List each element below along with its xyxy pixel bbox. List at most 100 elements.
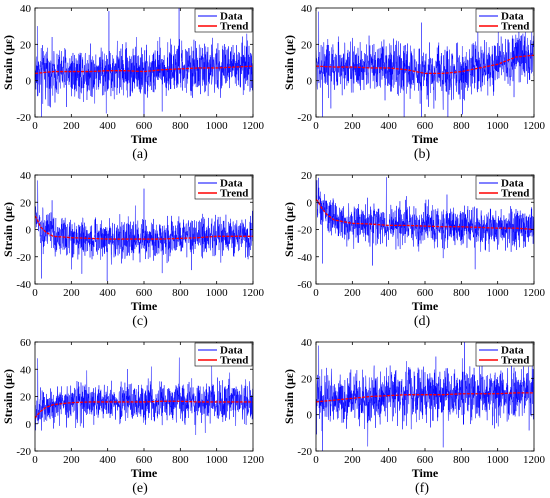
y-tick-label: 20 [301,39,313,51]
x-axis-label: Time [131,132,158,146]
legend-label-data: Data [501,345,524,357]
y-tick-label: -20 [16,446,31,458]
x-tick-label: 600 [136,287,153,299]
data-series-line [35,357,253,435]
data-series-line [316,342,534,451]
trend-series-line [316,392,534,403]
y-tick-label: -40 [16,279,31,291]
x-tick-label: 1000 [487,287,510,299]
y-axis-label: Strain (με) [282,35,296,90]
x-tick-label: 200 [63,120,80,132]
x-tick-label: 400 [99,120,116,132]
legend-label-trend: Trend [501,21,529,33]
x-tick-label: 1000 [206,287,229,299]
x-tick-label: 800 [453,120,470,132]
data-series-line [35,8,253,117]
chart-panel-f: 0 200 400 600 800 1000 1200-2002040TimeStrain … [282,337,546,496]
x-tick-label: 0 [32,287,38,299]
x-tick-label: 800 [172,454,189,466]
x-tick-label: 200 [344,287,361,299]
chart-panel-b: 0 200 400 600 800 1000 1200-2002040TimeStrain … [282,3,546,162]
y-tick-label: -20 [297,112,312,124]
y-axis-label: Strain (με) [282,202,296,257]
panel-caption: (c) [132,314,148,329]
y-tick-label: 40 [20,170,32,182]
y-tick-label: -60 [297,279,312,291]
y-tick-label: -40 [297,252,312,264]
chart-panel-a: 0 200 400 600 800 1000 1200-2002040TimeStrain … [1,3,265,162]
y-tick-label: 0 [307,197,313,209]
panel-caption: (b) [414,147,431,162]
x-tick-label: 200 [63,454,80,466]
x-tick-label: 600 [417,454,434,466]
y-tick-label: 0 [307,76,313,88]
legend-label-trend: Trend [220,355,248,367]
x-tick-label: 200 [63,287,80,299]
trend-series-line [35,400,253,419]
legend-label-trend: Trend [501,355,529,367]
y-axis-label: Strain (με) [1,369,15,424]
chart-panel-c: 0 200 400 600 800 1000 1200 -40 -20 0 20 40 Time Stra… [1,170,265,329]
y-tick-label: 0 [26,225,32,237]
y-tick-label: -20 [16,252,31,264]
x-tick-label: 400 [380,454,397,466]
y-tick-label: -20 [297,446,312,458]
x-tick-label: 0 [32,454,38,466]
y-tick-label: -20 [16,112,31,124]
legend-label-data: Data [220,11,243,23]
x-axis-label: Time [412,466,439,480]
x-tick-label: 400 [99,287,116,299]
legend-label-data: Data [501,178,524,190]
y-tick-label: 20 [301,170,313,182]
trend-series-line [35,65,253,75]
x-tick-label: 1000 [487,454,510,466]
x-tick-label: 1000 [487,120,510,132]
x-tick-label: 1000 [206,120,229,132]
y-axis-label: Strain (με) [1,35,15,90]
x-tick-label: 1200 [242,120,265,132]
y-axis-label: Strain (με) [1,202,15,257]
x-tick-label: 400 [380,120,397,132]
trend-series-line [316,54,534,75]
legend-label-trend: Trend [220,188,248,200]
x-tick-label: 200 [344,120,361,132]
legend-label-trend: Trend [220,21,248,33]
x-tick-label: 0 [313,454,319,466]
y-tick-label: 40 [20,364,32,376]
data-series-line [316,177,534,270]
y-tick-label: 0 [307,410,313,422]
x-tick-label: 600 [417,120,434,132]
y-tick-label: 20 [20,39,32,51]
y-tick-label: 20 [20,197,32,209]
x-tick-label: 600 [417,287,434,299]
y-tick-label: 60 [20,337,32,349]
y-tick-label: 20 [20,392,32,404]
y-tick-label: 40 [301,3,313,15]
legend-label-data: Data [220,178,243,190]
x-tick-label: 0 [313,120,319,132]
trend-series-line [35,215,253,240]
x-tick-label: 400 [99,454,116,466]
x-tick-label: 600 [136,454,153,466]
x-tick-label: 800 [453,454,470,466]
y-tick-label: -20 [297,225,312,237]
x-tick-label: 1000 [206,454,229,466]
x-tick-label: 800 [172,120,189,132]
x-tick-label: 400 [380,287,397,299]
y-tick-label: 40 [20,3,32,15]
data-series-line [35,180,253,282]
x-tick-label: 0 [313,287,319,299]
legend-label-trend: Trend [501,188,529,200]
panel-caption: (a) [132,147,148,162]
y-tick-label: 40 [301,337,313,349]
legend-label-data: Data [220,345,243,357]
chart-panel-d: 0 200 400 600 800 1000 1200 -60 -40 -20 0 20 Time Str… [282,170,546,329]
x-tick-label: 1200 [242,454,265,466]
x-tick-label: 1200 [523,120,546,132]
x-axis-label: Time [131,299,158,313]
x-tick-label: 800 [453,287,470,299]
